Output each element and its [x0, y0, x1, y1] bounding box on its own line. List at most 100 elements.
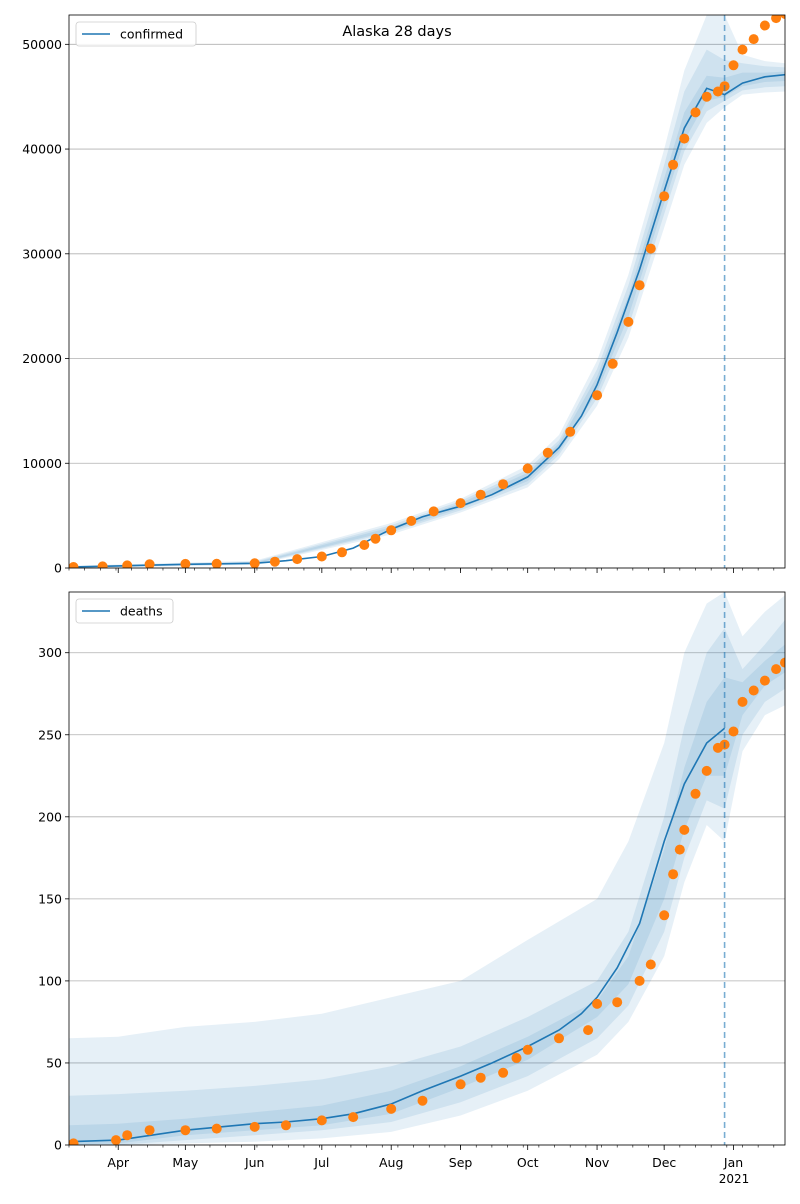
axes-frame [68, 591, 786, 1146]
x-axis-month-labels: Apr May Jun Jul Aug Sep Oct Nov Dec Jan [107, 1155, 743, 1170]
observed-point [475, 1072, 486, 1083]
observed-point [111, 1135, 121, 1145]
observed-point [612, 997, 623, 1008]
y-tick-label: 0 [54, 1138, 62, 1153]
observed-point [737, 44, 748, 55]
observed-point [634, 280, 645, 291]
observed-point [406, 515, 417, 526]
observed-point [211, 558, 222, 568]
observed-point [522, 1044, 533, 1055]
observed-point [249, 1121, 260, 1132]
uncertainty-band-3 [69, 644, 785, 1145]
observed-point [748, 685, 759, 696]
observed-point [144, 559, 155, 568]
observed-point [679, 824, 690, 835]
legend-box [75, 598, 174, 624]
observed-point [269, 556, 280, 567]
uncertainty-band-2 [69, 49, 785, 568]
confirmed-panel: 0 10000 20000 30000 40000 50000 confirmed [22, 14, 786, 576]
observed-point [623, 316, 634, 327]
axes-frame [68, 14, 786, 569]
observed-point [511, 1053, 522, 1063]
observed-point [316, 551, 327, 562]
x-month-label: Jul [313, 1155, 329, 1170]
observed-point [771, 15, 782, 24]
observed-point [659, 191, 670, 202]
observed-point [701, 765, 712, 776]
y-tick-label: 300 [38, 645, 62, 660]
observed-point [281, 1120, 291, 1131]
observed-point [690, 788, 701, 799]
x-month-label: Nov [585, 1155, 610, 1170]
observed-point [712, 86, 723, 97]
y-tick-label: 30000 [22, 246, 62, 261]
observed-point [69, 562, 79, 568]
y-tick-label: 40000 [22, 142, 62, 157]
deaths-panel: 0 50 100 150 200 250 300 deaths [38, 591, 786, 1153]
observed-point [211, 1123, 222, 1134]
observed-point [645, 959, 656, 970]
observed-point [359, 540, 370, 550]
observed-point [542, 447, 553, 458]
observed-point [780, 657, 785, 668]
observed-point [607, 358, 618, 369]
legend-label: confirmed [120, 27, 183, 42]
observed-point [690, 107, 701, 118]
observed-point [69, 1138, 79, 1145]
observed-point [748, 34, 759, 45]
plot-area [69, 592, 785, 1145]
observed-point [180, 558, 191, 568]
y-tick-label: 150 [38, 891, 62, 906]
legend-label: deaths [120, 604, 163, 619]
observed-point [583, 1025, 594, 1036]
observed-point [668, 869, 679, 880]
legend: confirmed [75, 21, 197, 47]
observed-point [679, 133, 690, 144]
observed-point [428, 506, 439, 517]
x-month-label: Oct [517, 1155, 539, 1170]
x-month-label: Sep [449, 1155, 473, 1170]
observed-point [455, 1079, 466, 1090]
x-month-label: Jan [723, 1155, 743, 1170]
observed-point [565, 426, 576, 437]
y-tick-label: 0 [54, 561, 62, 576]
observed-point [592, 390, 603, 401]
observed-point [634, 975, 645, 986]
observed-point [737, 696, 748, 707]
observed-point [522, 463, 533, 474]
x-month-label: Aug [379, 1155, 403, 1170]
observed-point [386, 1103, 397, 1114]
y-tick-label: 250 [38, 727, 62, 742]
observed-point [659, 910, 670, 921]
legend: deaths [75, 598, 174, 624]
observed-point [759, 20, 770, 31]
observed-point [417, 1095, 428, 1106]
observed-point [498, 479, 509, 490]
observed-point [316, 1115, 327, 1126]
observed-point [674, 844, 685, 855]
x-month-label: Apr [107, 1155, 129, 1170]
observed-point [122, 1130, 133, 1141]
y-tick-label: 10000 [22, 456, 62, 471]
observed-point [759, 675, 770, 686]
figure-title: Alaska 28 days [342, 24, 451, 40]
observed-point [122, 560, 133, 568]
y-tick-label: 20000 [22, 351, 62, 366]
x-month-label: Dec [652, 1155, 676, 1170]
observed-point [771, 664, 782, 675]
x-axis-year-label: 2021 [719, 1172, 750, 1186]
observed-point [475, 489, 486, 500]
observed-point [180, 1125, 191, 1136]
uncertainty-band-2 [69, 619, 785, 1145]
observed-point [144, 1125, 155, 1136]
observed-point [728, 60, 739, 71]
observed-point [554, 1033, 564, 1044]
plot-area [69, 15, 785, 568]
uncertainty-band-1 [69, 15, 785, 568]
observed-point [498, 1067, 509, 1078]
observed-point [728, 726, 739, 737]
observed-point [370, 533, 381, 544]
observed-point [701, 91, 712, 102]
x-month-label: May [172, 1155, 198, 1170]
y-tick-label: 200 [38, 809, 62, 824]
